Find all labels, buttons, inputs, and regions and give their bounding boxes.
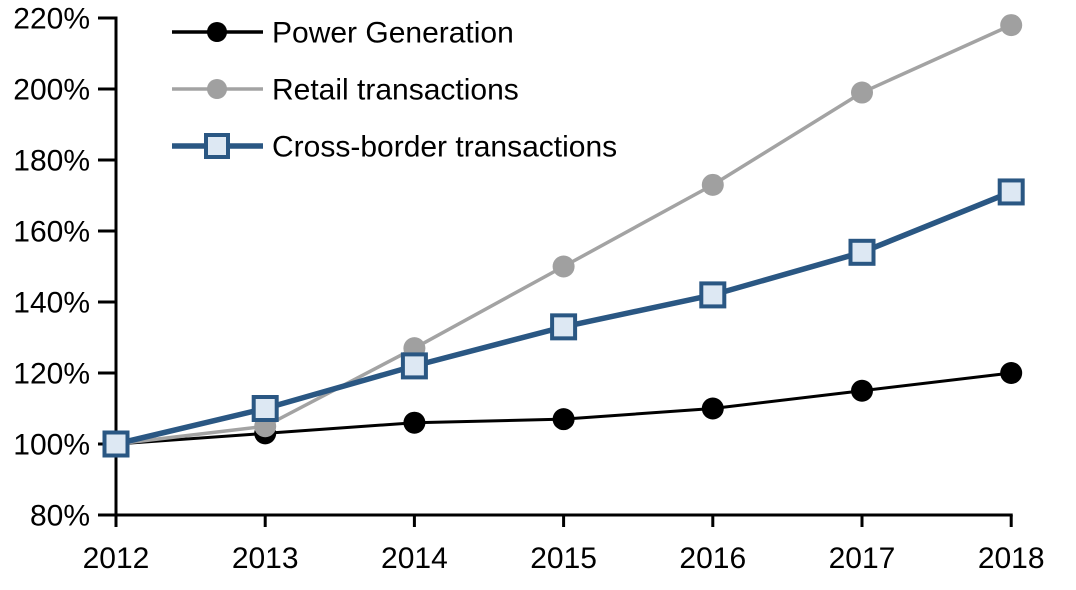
data-point-marker [1000,14,1023,37]
data-point-marker [701,397,724,420]
y-tick-label: 220% [13,3,90,36]
axes: 80% 100% 120% 140% 160% 180% 200% 220% 2012 2013 2… [13,3,1044,576]
data-point-marker [552,408,575,431]
y-tick-label: 160% [13,216,90,249]
legend-item-label: Power Generation [272,17,514,50]
data-point-marker [851,379,873,402]
x-tick-label: 2014 [381,542,448,575]
data-point-marker [550,313,578,341]
legend-item-label: Retail transactions [272,74,519,107]
series-power-generation [105,362,1023,455]
data-point-marker [403,411,426,434]
x-tick-label: 2017 [829,542,896,575]
legend-item-power-generation: Power Generation [172,17,514,50]
legend-circle-marker [207,22,227,42]
data-point-marker [848,238,876,266]
y-tick-label: 180% [13,145,90,178]
x-tick-label: 2013 [232,542,299,575]
series-layer [102,14,1025,458]
x-tick-label: 2012 [83,542,150,575]
y-tick-label: 120% [13,358,90,391]
data-point-marker [851,81,873,104]
data-point-marker [997,178,1025,206]
data-point-marker [701,173,724,196]
x-tick-label: 2016 [679,542,746,575]
data-point-marker [1000,362,1023,384]
legend-item-cross-border-transactions: Cross-border transactions [172,131,617,164]
y-tick-label: 100% [13,429,90,462]
y-tick-label: 200% [13,74,90,107]
series-cross-border-transactions [102,178,1025,458]
legend-item-label: Cross-border transactions [272,131,617,164]
legend-circle-marker [207,79,227,99]
x-tick-label: 2015 [530,542,597,575]
data-point-marker [699,281,727,309]
data-point-marker [102,430,130,458]
x-tick-label: 2018 [978,542,1045,575]
y-tick-label: 140% [13,287,90,320]
data-point-marker [251,395,279,422]
y-tick-label: 80% [30,500,90,533]
legend-item-retail-transactions: Retail transactions [172,74,519,107]
legend: Power Generation Retail transactions Cross… [172,17,617,164]
data-point-marker [400,352,428,380]
legend-square-marker [204,133,230,159]
data-point-marker [552,255,575,278]
